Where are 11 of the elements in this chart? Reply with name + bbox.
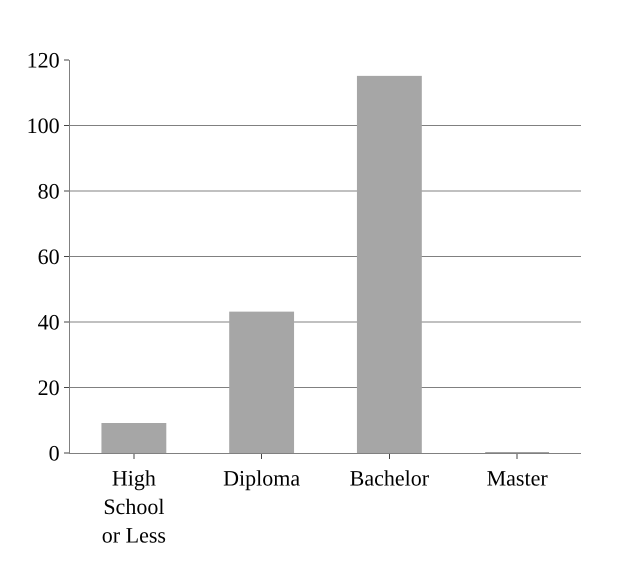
y-tick-label: 40 bbox=[38, 310, 60, 335]
y-tick-label: 0 bbox=[48, 440, 60, 466]
x-tick-label: Bachelor bbox=[350, 465, 430, 490]
y-tick-label: 20 bbox=[38, 375, 60, 400]
y-tick-label: 80 bbox=[38, 178, 60, 204]
y-tick-label: 60 bbox=[38, 244, 60, 270]
x-tick-label: Diploma bbox=[223, 465, 300, 490]
x-tick-label: Master bbox=[486, 465, 548, 490]
x-tick-label: High School or Less bbox=[102, 465, 166, 548]
y-tick-label: 120 bbox=[26, 48, 60, 73]
y-tick-label: 100 bbox=[26, 113, 60, 138]
